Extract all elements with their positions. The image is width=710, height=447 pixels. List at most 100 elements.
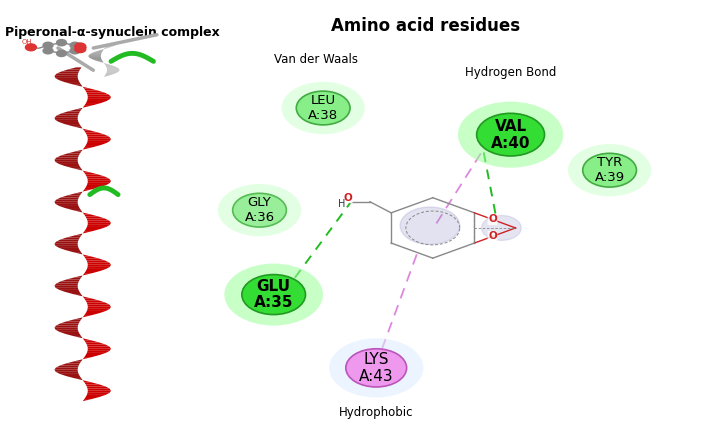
Polygon shape — [81, 128, 89, 131]
Polygon shape — [87, 141, 110, 143]
Polygon shape — [87, 219, 109, 221]
Polygon shape — [81, 86, 89, 89]
Polygon shape — [104, 47, 110, 49]
Polygon shape — [86, 227, 106, 229]
Polygon shape — [67, 235, 82, 237]
Polygon shape — [56, 198, 79, 200]
Polygon shape — [56, 240, 79, 242]
Polygon shape — [84, 131, 98, 132]
Polygon shape — [66, 334, 81, 336]
Polygon shape — [83, 357, 92, 359]
Polygon shape — [55, 370, 78, 372]
Polygon shape — [83, 189, 93, 191]
Polygon shape — [101, 62, 104, 63]
Polygon shape — [87, 221, 111, 223]
Polygon shape — [84, 89, 98, 90]
Polygon shape — [59, 248, 80, 250]
Polygon shape — [106, 65, 114, 67]
Polygon shape — [106, 73, 116, 74]
Polygon shape — [55, 76, 78, 78]
Polygon shape — [87, 225, 110, 227]
Polygon shape — [106, 44, 118, 45]
Text: VAL
A:40: VAL A:40 — [491, 119, 530, 151]
Polygon shape — [105, 64, 111, 65]
Polygon shape — [55, 286, 78, 288]
Polygon shape — [89, 57, 101, 58]
Polygon shape — [75, 149, 84, 152]
Circle shape — [583, 153, 636, 187]
Polygon shape — [89, 58, 102, 59]
Polygon shape — [106, 45, 116, 46]
Polygon shape — [92, 59, 102, 60]
Polygon shape — [87, 387, 109, 388]
Polygon shape — [84, 298, 99, 300]
Circle shape — [282, 82, 365, 134]
Polygon shape — [84, 103, 101, 105]
Polygon shape — [56, 156, 79, 158]
Polygon shape — [87, 183, 110, 185]
Polygon shape — [84, 187, 101, 189]
Polygon shape — [107, 68, 119, 70]
Circle shape — [476, 114, 545, 156]
Polygon shape — [65, 124, 81, 126]
Text: Piperonal-α-synuclein complex: Piperonal-α-synuclein complex — [5, 26, 219, 39]
Text: Hydrogen Bond: Hydrogen Bond — [465, 66, 556, 79]
Text: O: O — [488, 232, 497, 241]
Polygon shape — [60, 374, 80, 376]
Polygon shape — [75, 233, 84, 235]
Polygon shape — [55, 74, 78, 76]
Polygon shape — [55, 202, 78, 204]
Polygon shape — [55, 288, 79, 290]
Polygon shape — [86, 311, 106, 313]
Circle shape — [329, 338, 423, 397]
Polygon shape — [106, 71, 119, 72]
Polygon shape — [87, 391, 111, 393]
Polygon shape — [67, 319, 81, 321]
Polygon shape — [55, 330, 79, 332]
Polygon shape — [83, 315, 92, 317]
Text: H: H — [338, 199, 345, 209]
Polygon shape — [65, 208, 81, 210]
Polygon shape — [86, 395, 106, 397]
Polygon shape — [73, 252, 82, 254]
Circle shape — [70, 42, 80, 48]
Polygon shape — [55, 158, 78, 160]
Circle shape — [70, 48, 80, 54]
Polygon shape — [84, 215, 99, 216]
Polygon shape — [55, 242, 78, 244]
Polygon shape — [87, 345, 109, 346]
Polygon shape — [83, 105, 93, 107]
Polygon shape — [55, 116, 78, 118]
Polygon shape — [89, 54, 102, 55]
Polygon shape — [87, 179, 111, 181]
Circle shape — [242, 274, 305, 315]
Polygon shape — [57, 114, 79, 116]
Polygon shape — [67, 152, 82, 153]
Polygon shape — [56, 372, 79, 374]
Polygon shape — [89, 56, 101, 57]
Polygon shape — [55, 283, 78, 286]
Polygon shape — [85, 132, 104, 135]
Polygon shape — [86, 101, 106, 103]
Polygon shape — [75, 275, 84, 277]
Polygon shape — [59, 80, 80, 82]
Circle shape — [43, 48, 53, 54]
Polygon shape — [87, 263, 111, 265]
Polygon shape — [73, 294, 82, 296]
Polygon shape — [86, 342, 105, 345]
Polygon shape — [84, 229, 100, 231]
Circle shape — [57, 39, 67, 46]
Polygon shape — [85, 90, 104, 93]
Polygon shape — [67, 277, 81, 279]
Polygon shape — [87, 97, 111, 99]
Polygon shape — [86, 143, 106, 145]
Polygon shape — [60, 237, 80, 240]
Polygon shape — [87, 177, 109, 179]
Polygon shape — [75, 191, 84, 194]
Polygon shape — [86, 185, 106, 187]
Polygon shape — [66, 361, 81, 363]
Polygon shape — [84, 173, 98, 174]
Polygon shape — [72, 84, 82, 86]
Circle shape — [75, 46, 86, 53]
Polygon shape — [87, 261, 109, 263]
